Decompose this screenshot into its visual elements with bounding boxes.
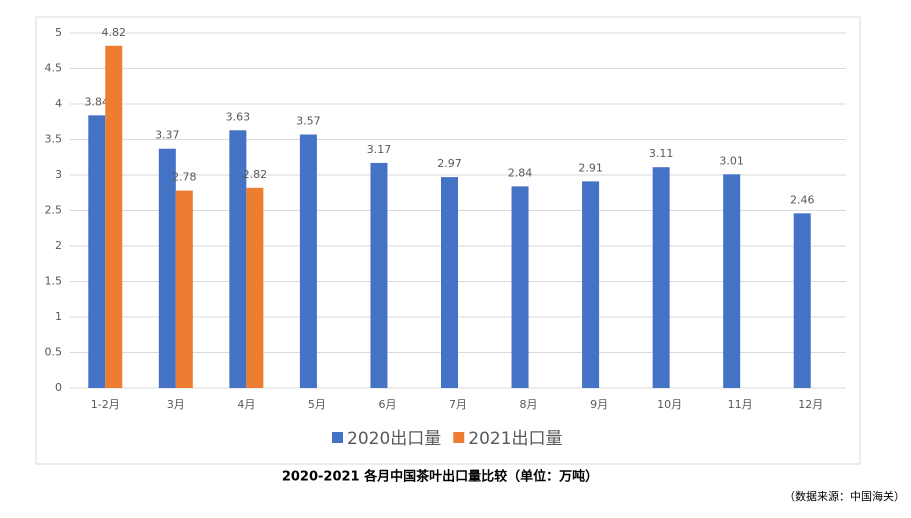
x-tick-label: 12月 <box>798 398 823 411</box>
y-tick-label: 2 <box>55 239 62 252</box>
data-label: 3.17 <box>367 143 392 156</box>
bar <box>441 177 458 388</box>
y-tick-label: 4.5 <box>45 62 63 75</box>
data-label: 2.82 <box>243 168 268 181</box>
bar <box>511 186 529 388</box>
legend-label: 2021出口量 <box>468 429 562 449</box>
data-label: 2.46 <box>790 193 815 206</box>
bar <box>229 130 247 388</box>
bar <box>370 162 388 388</box>
bar <box>246 187 264 388</box>
legend-swatch <box>453 432 465 443</box>
x-tick-label: 6月 <box>378 398 396 411</box>
y-tick-label: 2.5 <box>45 204 63 217</box>
y-tick-label: 1 <box>55 310 62 323</box>
x-tick-label: 10月 <box>657 398 682 411</box>
x-tick-label: 5月 <box>308 398 326 411</box>
chart-title: 2020-2021 各月中国茶叶出口量比较（单位：万吨） <box>282 469 598 485</box>
data-label: 3.01 <box>719 154 744 167</box>
y-tick-label: 3 <box>55 168 62 181</box>
data-label: 3.63 <box>226 110 251 123</box>
legend-label: 2020出口量 <box>347 429 441 449</box>
legend-swatch <box>332 432 343 443</box>
y-tick-label: 4 <box>55 97 62 110</box>
data-label: 3.11 <box>649 147 674 160</box>
data-label: 3.57 <box>296 115 321 128</box>
y-tick-label: 1.5 <box>45 275 63 288</box>
bar <box>105 45 123 388</box>
bar <box>652 167 670 388</box>
bar <box>793 213 811 388</box>
y-tick-label: 0.5 <box>45 346 63 359</box>
bar <box>582 181 600 388</box>
y-tick-label: 0 <box>55 381 62 394</box>
data-label: 2.91 <box>578 161 603 174</box>
data-label: 3.37 <box>155 129 180 142</box>
data-label: 2.84 <box>508 166 533 179</box>
bar <box>88 115 106 389</box>
y-tick-label: 5 <box>55 26 62 39</box>
bar <box>723 174 741 388</box>
x-tick-label: 11月 <box>728 398 753 411</box>
bar <box>175 190 193 388</box>
y-tick-label: 3.5 <box>45 133 63 146</box>
source-note: （数据来源：中国海关） <box>784 489 905 503</box>
x-tick-label: 9月 <box>590 398 608 411</box>
data-label: 2.78 <box>172 171 197 184</box>
x-tick-label: 3月 <box>167 398 185 411</box>
bar <box>158 148 176 388</box>
data-label: 2.97 <box>437 157 462 170</box>
x-tick-label: 4月 <box>237 398 255 411</box>
x-tick-label: 7月 <box>449 398 467 411</box>
bar <box>299 134 317 388</box>
chart-frame <box>35 16 861 465</box>
data-label: 3.84 <box>85 95 110 108</box>
x-tick-label: 1-2月 <box>91 398 120 411</box>
x-tick-label: 8月 <box>520 398 538 411</box>
data-label: 4.82 <box>102 26 127 39</box>
